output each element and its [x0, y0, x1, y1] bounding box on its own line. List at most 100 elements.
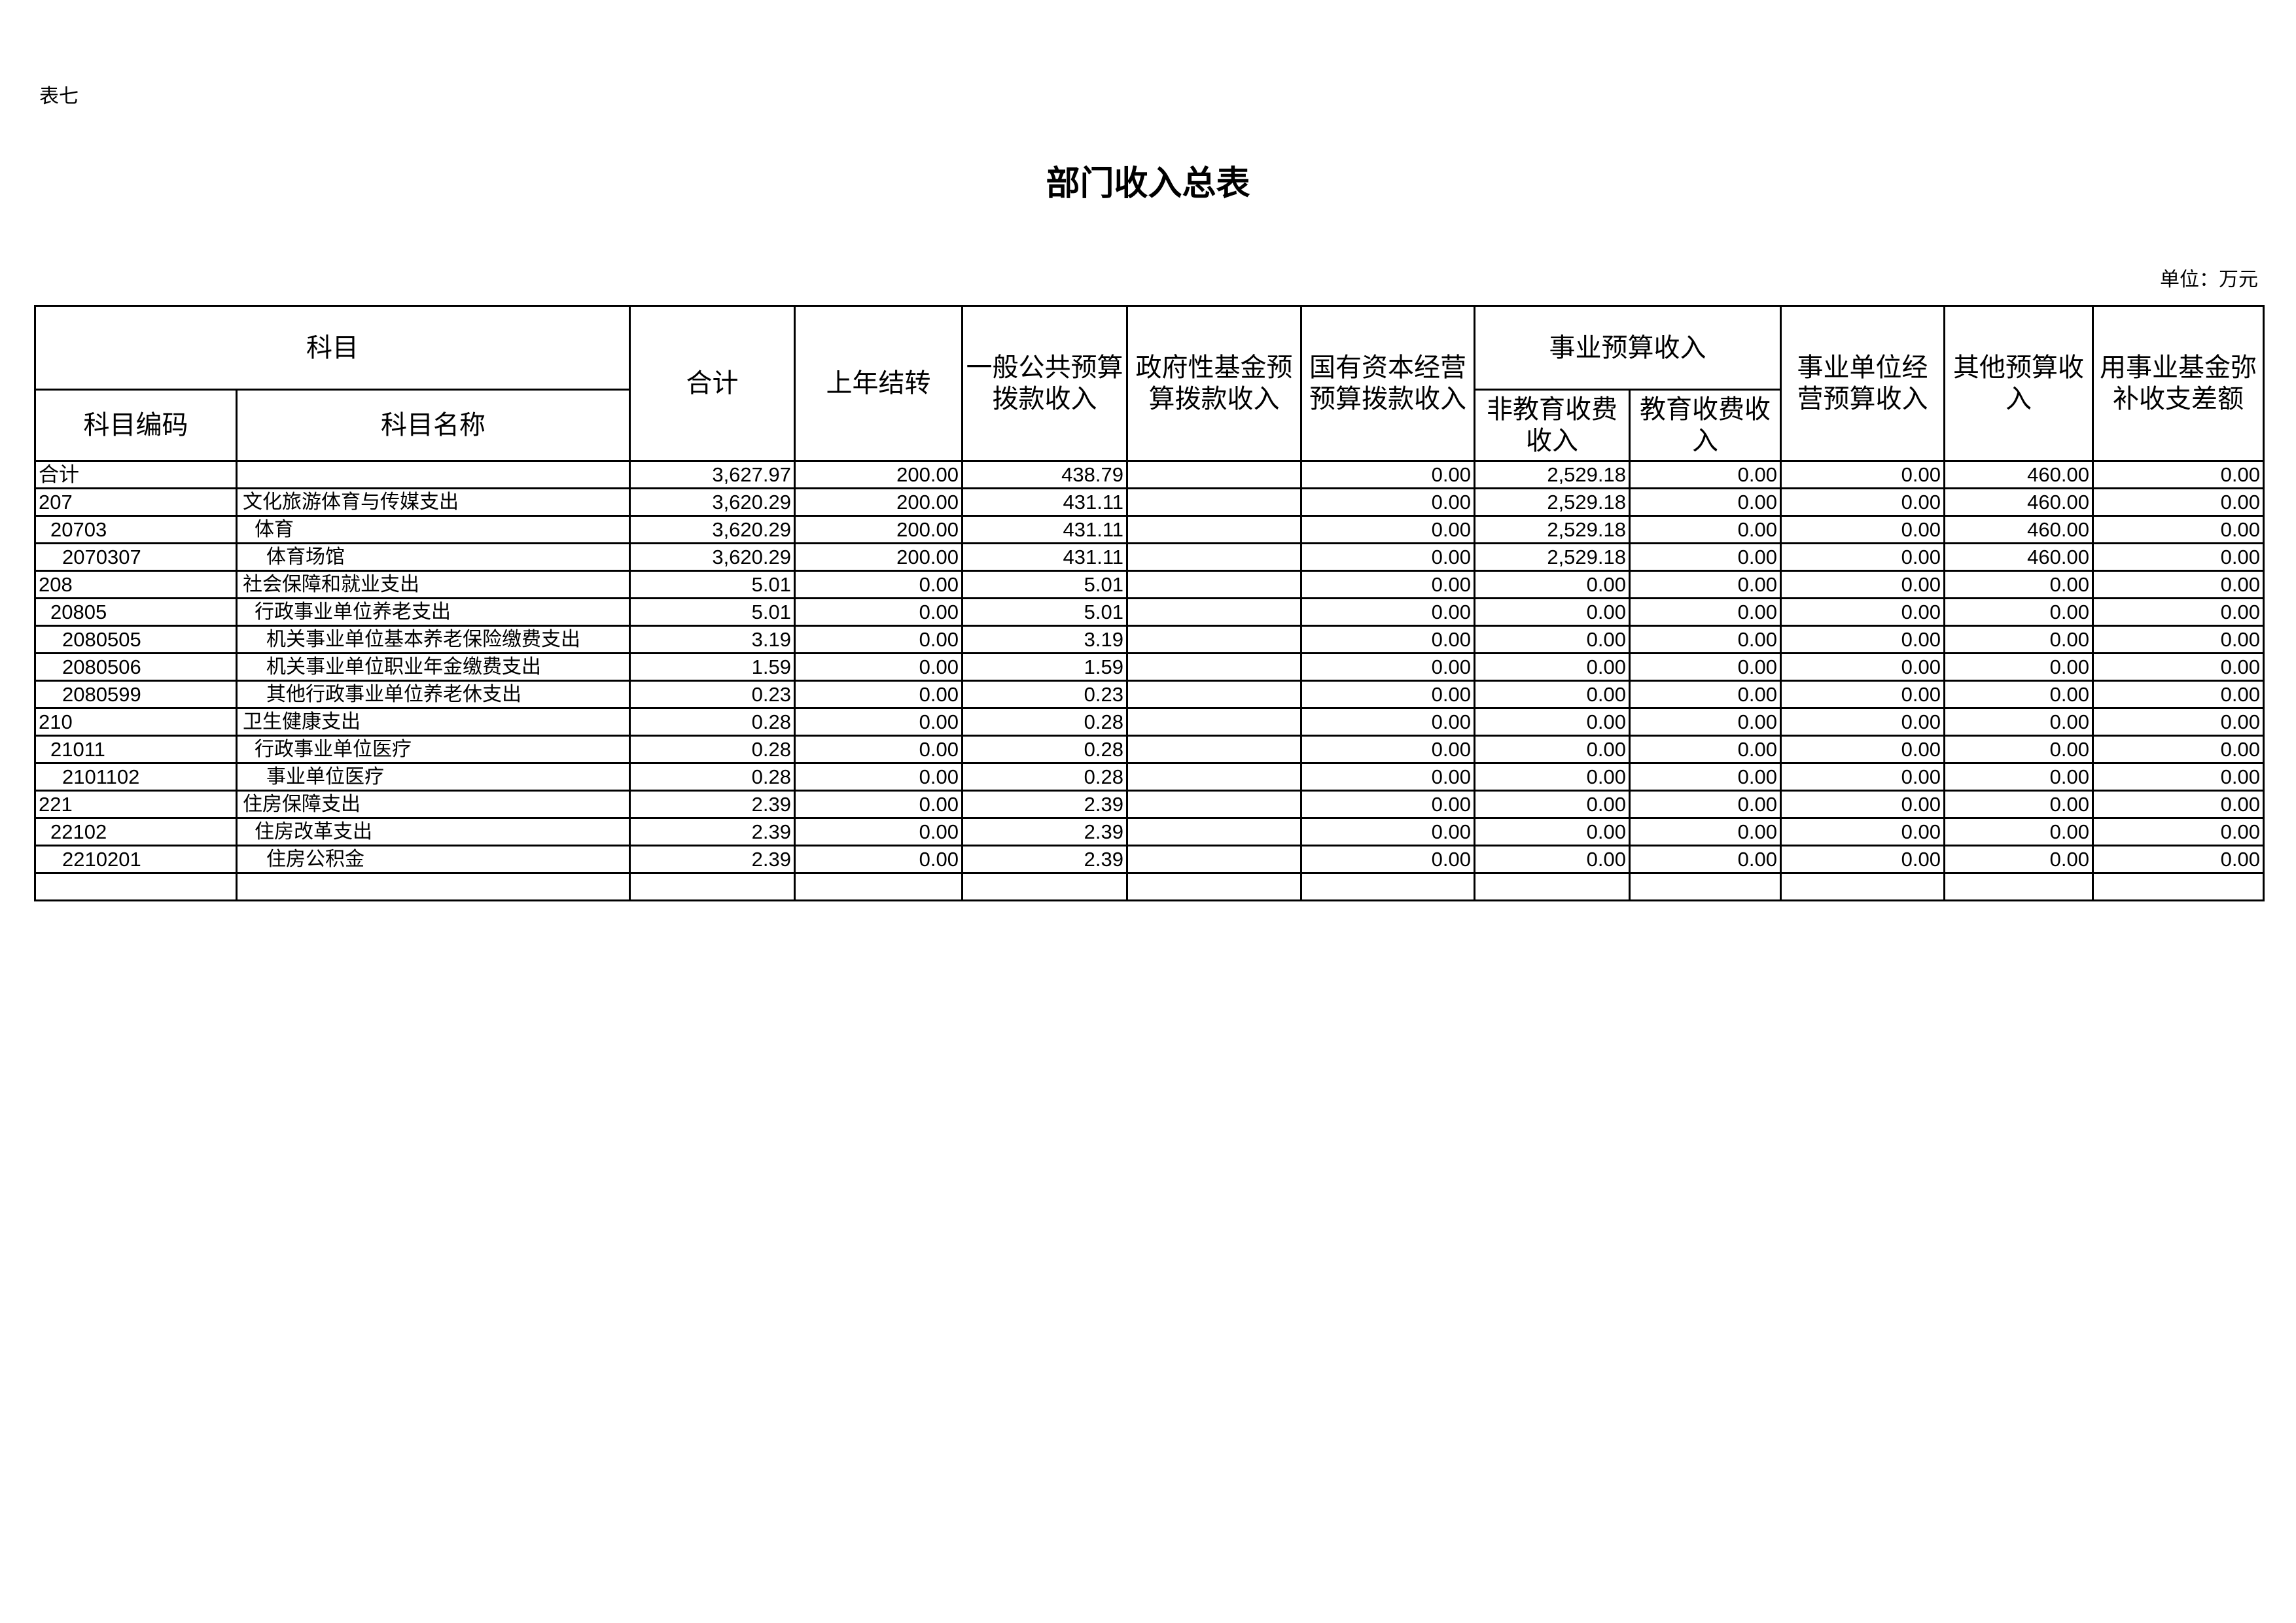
amount-cell: 0.00	[794, 762, 963, 792]
amount-cell	[1474, 872, 1631, 901]
amount-cell: 0.00	[1474, 790, 1631, 819]
amount-cell	[1126, 597, 1302, 627]
amount-cell: 0.00	[2092, 762, 2265, 792]
amount-cell: 0.00	[1629, 542, 1782, 572]
amount-cell	[1126, 845, 1302, 874]
amount-cell	[629, 872, 796, 901]
header-non-edu-fee: 非教育收费收入	[1474, 389, 1631, 462]
amount-cell: 0.00	[1474, 735, 1631, 764]
amount-cell: 0.00	[1300, 652, 1475, 682]
subject-code: 20805	[34, 597, 238, 627]
subject-code: 合计	[34, 460, 238, 489]
subject-code: 20703	[34, 515, 238, 544]
amount-cell	[961, 872, 1128, 901]
header-career-income: 事业预算收入	[1474, 305, 1782, 391]
table-row: 2101102 事业单位医疗 0.28 0.00 0.28 0.00 0.00 0.00 0.0…	[34, 762, 2265, 792]
page-title: 部门收入总表	[1046, 164, 1250, 203]
amount-cell	[1126, 515, 1302, 544]
table-row: 2080505 机关事业单位基本养老保险缴费支出 3.19 0.00 3.19 0.00 0…	[34, 625, 2265, 654]
table-row: 210 卫生健康支出 0.28 0.00 0.28 0.00 0.00 0.00 0.00 0.0…	[34, 707, 2265, 737]
amount-cell: 0.00	[1629, 680, 1782, 709]
amount-cell: 0.00	[1629, 762, 1782, 792]
amount-cell: 0.00	[1629, 707, 1782, 737]
amount-cell: 0.23	[961, 680, 1128, 709]
amount-cell: 0.28	[629, 762, 796, 792]
subject-name: 住房保障支出	[236, 790, 631, 819]
header-fund-supplement: 用事业基金弥补收支差额	[2092, 305, 2265, 462]
amount-cell: 0.00	[2092, 817, 2265, 846]
header-state-capital: 国有资本经营预算拨款收入	[1300, 305, 1475, 462]
amount-cell: 0.00	[1629, 817, 1782, 846]
subject-name: 机关事业单位职业年金缴费支出	[236, 652, 631, 682]
subject-code: 207	[34, 487, 238, 517]
amount-cell: 460.00	[1943, 487, 2094, 517]
amount-cell: 0.00	[1629, 845, 1782, 874]
amount-cell	[1126, 625, 1302, 654]
amount-cell: 0.00	[1300, 542, 1475, 572]
amount-cell: 5.01	[629, 597, 796, 627]
amount-cell: 0.00	[1300, 597, 1475, 627]
amount-cell: 0.28	[961, 762, 1128, 792]
subject-name: 体育	[236, 515, 631, 544]
amount-cell: 200.00	[794, 487, 963, 517]
amount-cell: 0.00	[1474, 762, 1631, 792]
amount-cell: 0.00	[1629, 460, 1782, 489]
amount-cell: 0.00	[1300, 515, 1475, 544]
amount-cell: 0.00	[1780, 652, 1945, 682]
header-subject: 科目	[34, 305, 631, 391]
subject-code	[34, 872, 238, 901]
amount-cell: 2.39	[629, 790, 796, 819]
amount-cell: 460.00	[1943, 460, 2094, 489]
table-row: 2210201 住房公积金 2.39 0.00 2.39 0.00 0.00 0.00 0.00…	[34, 845, 2265, 874]
subject-code: 2210201	[34, 845, 238, 874]
amount-cell: 1.59	[961, 652, 1128, 682]
amount-cell: 0.00	[1780, 707, 1945, 737]
amount-cell: 0.00	[1474, 680, 1631, 709]
amount-cell: 0.00	[1300, 735, 1475, 764]
amount-cell: 0.00	[794, 735, 963, 764]
amount-cell: 0.00	[794, 652, 963, 682]
amount-cell: 0.00	[1943, 790, 2094, 819]
subject-name: 行政事业单位医疗	[236, 735, 631, 764]
table-row: 合计 3,627.97 200.00 438.79 0.00 2,529.18 0.00 0.…	[34, 460, 2265, 489]
amount-cell: 0.00	[1474, 570, 1631, 599]
table-number-label: 表七	[39, 85, 79, 108]
amount-cell: 0.28	[629, 707, 796, 737]
amount-cell: 438.79	[961, 460, 1128, 489]
amount-cell: 0.00	[794, 570, 963, 599]
header-code: 科目编码	[34, 389, 238, 462]
table-row: 20805 行政事业单位养老支出 5.01 0.00 5.01 0.00 0.00 0.00 0…	[34, 597, 2265, 627]
amount-cell: 0.00	[1943, 762, 2094, 792]
amount-cell: 0.00	[1300, 817, 1475, 846]
amount-cell: 0.00	[1629, 652, 1782, 682]
amount-cell	[1126, 707, 1302, 737]
amount-cell	[1126, 487, 1302, 517]
table-row: 207 文化旅游体育与传媒支出 3,620.29 200.00 431.11 0.00 2,…	[34, 487, 2265, 517]
table-row: 2080506 机关事业单位职业年金缴费支出 1.59 0.00 1.59 0.00 0.0…	[34, 652, 2265, 682]
amount-cell: 0.00	[1943, 680, 2094, 709]
amount-cell: 0.00	[1780, 515, 1945, 544]
amount-cell: 3.19	[961, 625, 1128, 654]
amount-cell: 0.00	[794, 790, 963, 819]
subject-code: 2080506	[34, 652, 238, 682]
subject-name: 机关事业单位基本养老保险缴费支出	[236, 625, 631, 654]
amount-cell: 0.00	[794, 845, 963, 874]
amount-cell	[1126, 542, 1302, 572]
amount-cell: 2.39	[961, 817, 1128, 846]
amount-cell: 431.11	[961, 542, 1128, 572]
amount-cell: 0.23	[629, 680, 796, 709]
amount-cell: 0.00	[1780, 680, 1945, 709]
amount-cell: 2.39	[961, 845, 1128, 874]
amount-cell: 3,620.29	[629, 515, 796, 544]
table-row: 2070307 体育场馆 3,620.29 200.00 431.11 0.00 2,529…	[34, 542, 2265, 572]
amount-cell: 200.00	[794, 542, 963, 572]
amount-cell: 0.00	[1474, 707, 1631, 737]
amount-cell	[1126, 762, 1302, 792]
header-other: 其他预算收入	[1943, 305, 2094, 462]
amount-cell: 0.00	[2092, 680, 2265, 709]
amount-cell: 0.00	[1629, 735, 1782, 764]
amount-cell: 0.00	[1300, 680, 1475, 709]
amount-cell: 0.00	[1780, 460, 1945, 489]
amount-cell: 0.00	[1780, 597, 1945, 627]
subject-name: 其他行政事业单位养老休支出	[236, 680, 631, 709]
